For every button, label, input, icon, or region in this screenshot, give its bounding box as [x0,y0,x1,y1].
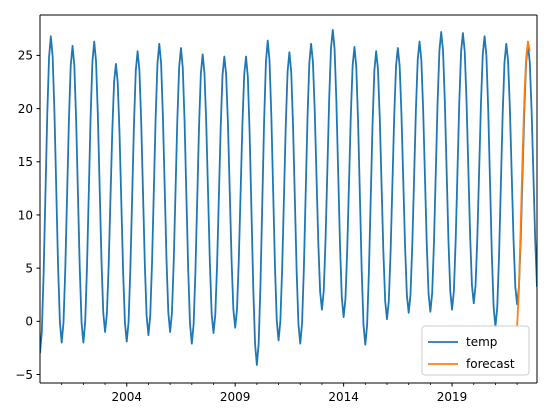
legend-label-temp: temp [466,335,497,349]
series-line-forecast [516,40,531,327]
x-tick-label: 2009 [220,390,251,404]
x-tick-label: 2014 [328,390,359,404]
axes-layer: −5 0 5 10 15 20 25 2004 2009 2014 2019 [15,14,538,404]
plot-area [40,15,537,383]
series-layer [40,28,537,366]
y-tick-label: −5 [15,368,33,382]
x-tick-label: 2004 [111,390,142,404]
legend-label-forecast: forecast [466,357,515,371]
y-tick-label: 0 [25,315,33,329]
y-tick-label: 20 [18,102,33,116]
y-tick-label: 10 [18,208,33,222]
y-tick-label: 5 [25,261,33,275]
x-tick-label: 2019 [437,390,468,404]
legend: temp forecast [421,325,530,376]
series-line-temp [40,28,537,366]
legend-box [421,325,530,376]
y-tick-label: 25 [18,49,33,63]
y-tick-label: 15 [18,155,33,169]
